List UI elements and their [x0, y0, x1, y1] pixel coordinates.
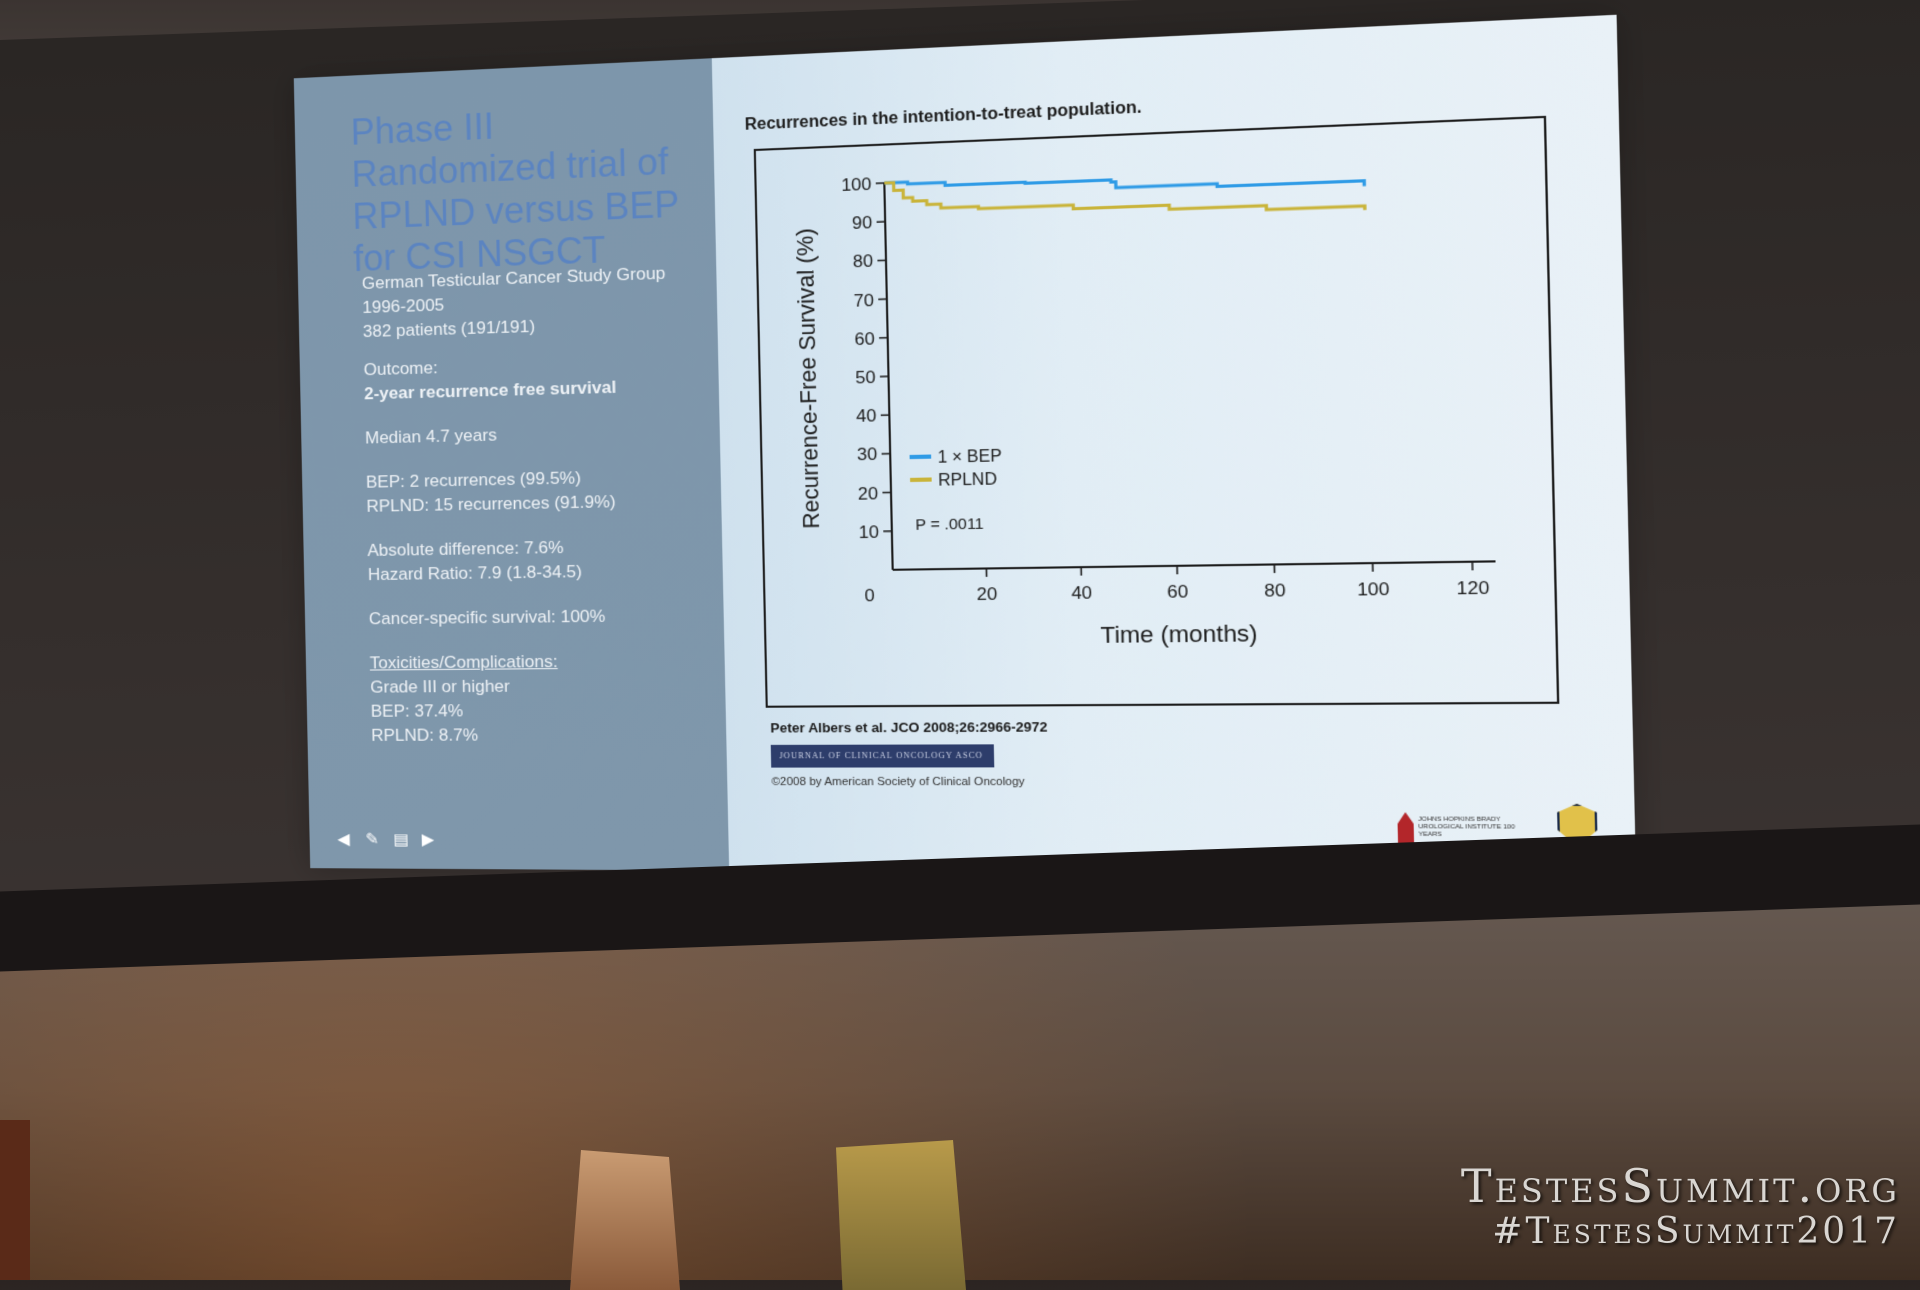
outcome-info: Outcome: 2-year recurrence free survival [363, 348, 712, 406]
y-tick-label: 10 [859, 522, 880, 542]
arrow-right-icon[interactable]: ▶ [422, 830, 441, 848]
slide-right-panel: Recurrences in the intention-to-treat po… [712, 15, 1636, 876]
y-tick-label: 90 [852, 213, 873, 234]
slide-left-panel: Phase III Randomized trial of RPLND vers… [294, 58, 729, 870]
y-tick-label: 70 [854, 290, 875, 310]
x-tick-label: 40 [1071, 583, 1092, 603]
y-tick-label: 30 [857, 445, 878, 465]
journal-banner: JOURNAL OF CLINICAL ONCOLOGY ASCO [771, 744, 995, 767]
recurrence-info: BEP: 2 recurrences (99.5%) RPLND: 15 rec… [366, 463, 715, 519]
median-info: Median 4.7 years [365, 418, 714, 451]
x-axis-line [893, 561, 1496, 569]
x-tick-label: 60 [1167, 582, 1189, 602]
chart-title: Recurrences in the intention-to-treat po… [745, 99, 1142, 135]
y-tick-label: 40 [856, 406, 877, 426]
slide-title: Phase III Randomized trial of RPLND vers… [350, 96, 701, 280]
logo-text: JOHNS HOPKINS BRADY UROLOGICAL INSTITUTE… [1418, 816, 1537, 839]
chair [836, 1140, 966, 1290]
y-axis-label: Recurrence-Free Survival (%) [791, 228, 824, 529]
chair [570, 1150, 680, 1290]
difference-info: Absolute difference: 7.6% Hazard Ratio: … [367, 533, 717, 587]
study-info: German Testicular Cancer Study Group 199… [362, 260, 712, 344]
toxicity-info: Toxicities/Complications: Grade III or h… [370, 648, 721, 748]
bep-toxicity: BEP: 37.4% [371, 698, 720, 724]
rplnd-toxicity: RPLND: 8.7% [371, 722, 720, 748]
y-tick-label: 20 [858, 483, 879, 503]
km-survival-chart: 10 20 30 40 50 60 70 80 90 100 0 20 40 60 80 100 120 Recu… [756, 118, 1557, 706]
toxicity-grade: Grade III or higher [370, 673, 719, 700]
series-line-bep [884, 164, 1364, 204]
y-tick-label: 100 [841, 174, 872, 195]
x-tick-label: 0 [864, 586, 875, 606]
y-tick-label: 80 [853, 251, 874, 271]
x-tick-label: 120 [1456, 578, 1489, 599]
y-tick-label: 50 [855, 367, 876, 387]
legend-label: RPLND [938, 471, 997, 490]
median-followup: Median 4.7 years [365, 418, 714, 451]
slideshow-nav: ◀ ✎ ▤ ▶ [337, 830, 440, 849]
watermark: TestesSummit.org #TestesSummit2017 [1260, 1160, 1900, 1252]
series-line-rplnd [884, 164, 1364, 227]
hazard-ratio: Hazard Ratio: 7.9 (1.8-34.5) [368, 558, 717, 587]
toxicities-heading: Toxicities/Complications: [370, 648, 719, 675]
x-tick-label: 20 [976, 584, 997, 604]
pen-icon[interactable]: ✎ [365, 830, 383, 848]
podium [0, 1120, 30, 1280]
x-axis-label: Time (months) [1100, 620, 1258, 648]
y-tick-label: 60 [854, 329, 875, 349]
chart-frame: 10 20 30 40 50 60 70 80 90 100 0 20 40 60 80 100 120 Recu… [754, 116, 1560, 708]
legend-label: 1 × BEP [937, 448, 1002, 467]
cancer-specific-survival: Cancer-specific survival: 100% [369, 603, 718, 631]
watermark-site: TestesSummit.org [1260, 1160, 1900, 1212]
presentation-slide: Phase III Randomized trial of RPLND vers… [294, 15, 1636, 876]
watermark-hashtag: #TestesSummit2017 [1260, 1212, 1900, 1252]
arrow-left-icon[interactable]: ◀ [337, 830, 355, 848]
menu-icon[interactable]: ▤ [393, 830, 411, 848]
p-value-annotation: P = .0011 [915, 515, 984, 534]
copyright: ©2008 by American Society of Clinical On… [771, 776, 1024, 789]
survival-info: Cancer-specific survival: 100% [369, 603, 718, 631]
x-tick-label: 80 [1264, 580, 1286, 601]
citation: Peter Albers et al. JCO 2008;26:2966-297… [770, 719, 1047, 736]
x-tick-label: 100 [1357, 579, 1390, 600]
